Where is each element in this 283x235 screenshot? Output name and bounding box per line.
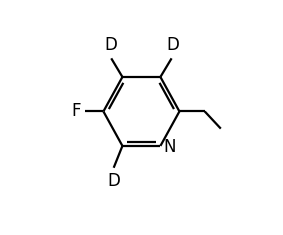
Text: F: F [71,102,81,120]
Text: D: D [107,172,120,190]
Text: D: D [104,36,117,54]
Text: N: N [164,138,176,156]
Text: D: D [166,36,179,54]
